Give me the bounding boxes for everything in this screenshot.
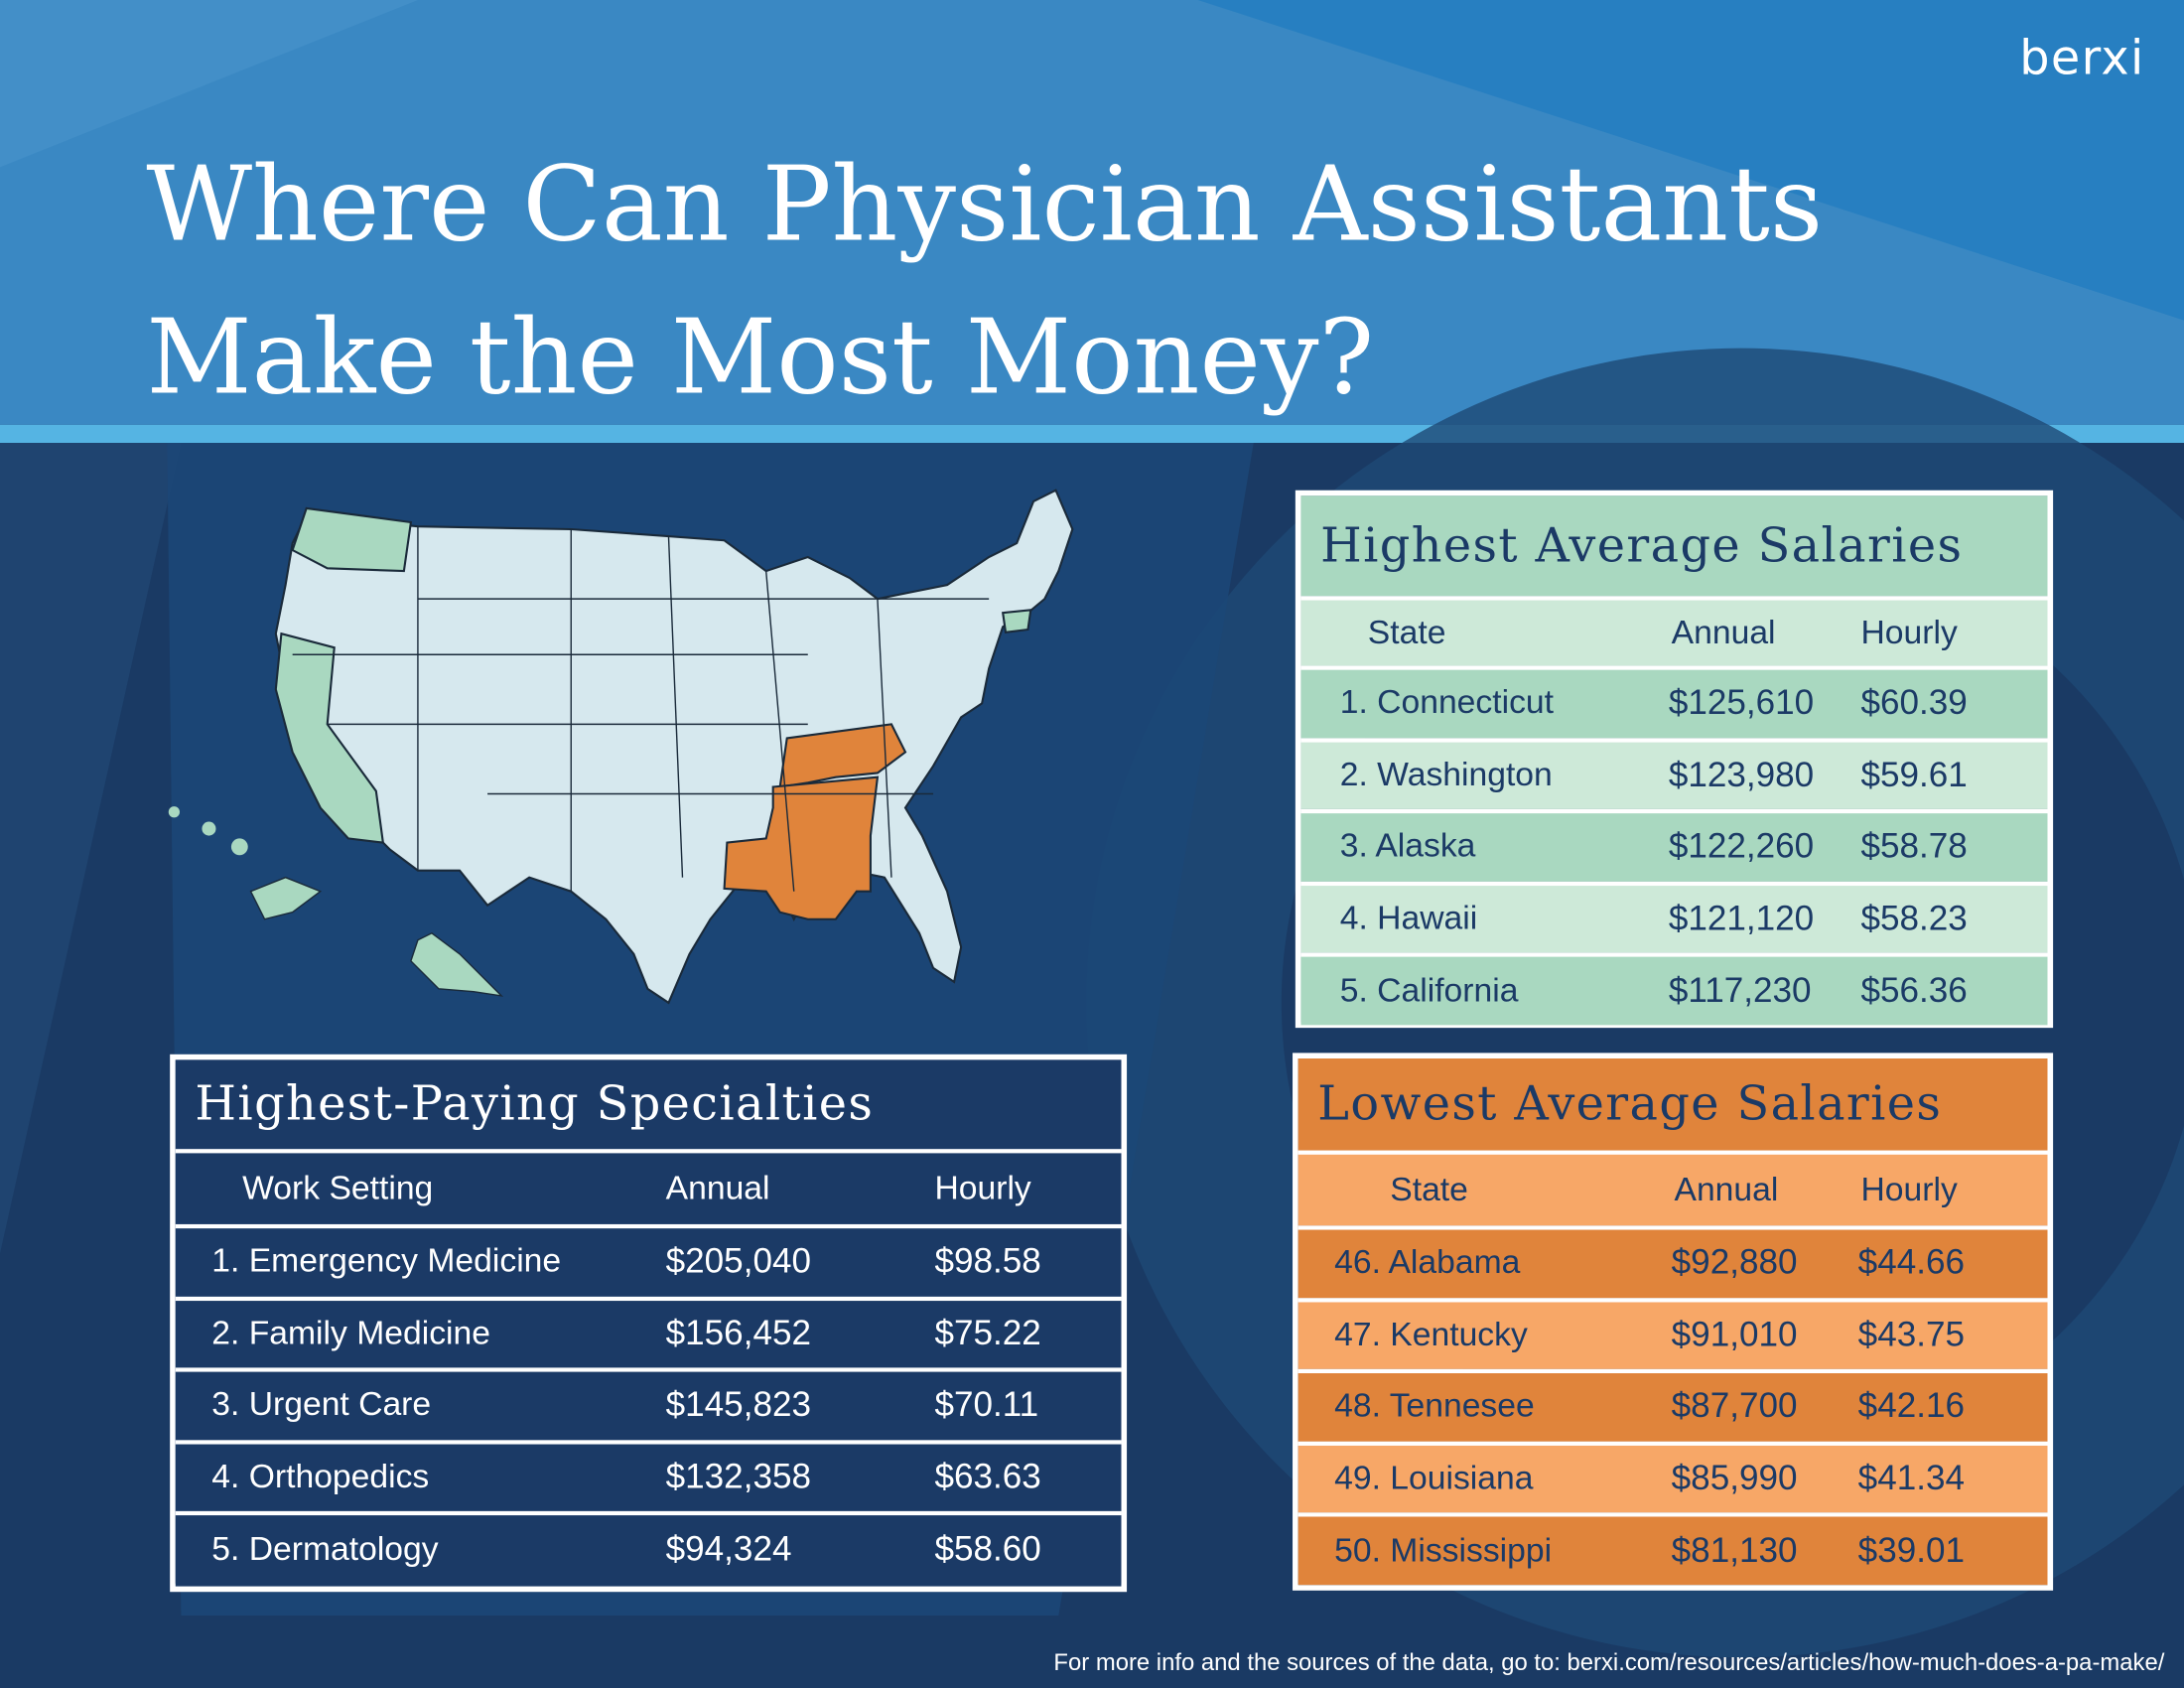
table-cell: $41.34: [1857, 1459, 1965, 1498]
table-cell: 2. Family Medicine: [211, 1314, 490, 1352]
table-cell: $121,120: [1668, 899, 1815, 938]
table-row: 5. California $117,230 $56.36: [1300, 952, 2048, 1026]
table-cell: $91,010: [1671, 1315, 1798, 1354]
table-cell: $123,980: [1668, 755, 1815, 795]
table-cell: $63.63: [934, 1457, 1041, 1497]
highest-salaries-table: Highest Average Salaries State Annual Hourl…: [1295, 490, 2054, 1029]
table-cell: 1. Emergency Medicine: [211, 1242, 562, 1281]
table-title: Highest-Paying Specialties: [175, 1059, 1122, 1150]
column-header: Hourly: [934, 1169, 1031, 1207]
column-header: State: [1390, 1170, 1468, 1208]
table-cell: $145,823: [665, 1385, 811, 1425]
table-cell: $94,324: [665, 1529, 792, 1569]
table-cell: 3. Urgent Care: [211, 1386, 432, 1425]
table-cell: $42.16: [1857, 1387, 1965, 1427]
table-cell: 47. Kentucky: [1334, 1316, 1528, 1354]
table-cell: $205,040: [665, 1241, 811, 1282]
page-title: Where Can Physician Assistants Make the …: [146, 144, 1824, 418]
table-cell: $87,700: [1671, 1387, 1798, 1427]
table-cell: $43.75: [1857, 1315, 1965, 1354]
column-header: Annual: [1671, 613, 1776, 651]
table-cell: 4. Hawaii: [1339, 900, 1478, 938]
table-row: 5. Dermatology $94,324 $58.60: [175, 1511, 1122, 1584]
table-cell: 50. Mississippi: [1334, 1531, 1553, 1570]
table-row: 3. Alaska $122,260 $58.78: [1300, 809, 2048, 882]
us-map: [168, 489, 1074, 1005]
table-cell: $58.23: [1860, 899, 1968, 938]
table-row: 1. Emergency Medicine $205,040 $98.58: [175, 1223, 1122, 1297]
table-cell: $39.01: [1857, 1530, 1965, 1571]
brand-logo: berxi: [2019, 30, 2145, 86]
table-cell: $75.22: [934, 1314, 1041, 1353]
header-row: State Annual Hourly: [1300, 596, 2048, 666]
table-cell: 2. Washington: [1339, 756, 1553, 794]
table-row: 3. Urgent Care $145,823 $70.11: [175, 1367, 1122, 1441]
table-cell: $70.11: [934, 1385, 1039, 1425]
table-row: 4. Orthopedics $132,358 $63.63: [175, 1440, 1122, 1512]
table-row: 4. Hawaii $121,120 $58.23: [1300, 881, 2048, 953]
table-cell: $117,230: [1668, 970, 1812, 1011]
table-row: 48. Tennesee $87,700 $42.16: [1297, 1369, 2048, 1442]
table-cell: $85,990: [1671, 1459, 1798, 1498]
table-row: 46. Alabama $92,880 $44.66: [1297, 1225, 2048, 1298]
table-cell: $44.66: [1857, 1243, 1965, 1283]
column-header: Work Setting: [242, 1169, 434, 1207]
table-cell: 49. Louisiana: [1334, 1460, 1534, 1497]
table-row: 2. Washington $123,980 $59.61: [1300, 737, 2048, 810]
table-title: Lowest Average Salaries: [1297, 1058, 2048, 1151]
table-cell: $81,130: [1671, 1530, 1798, 1571]
source-note: For more info and the sources of the dat…: [1053, 1648, 2165, 1676]
header-row: Work Setting Annual Hourly: [175, 1149, 1122, 1224]
table-cell: $92,880: [1671, 1243, 1798, 1283]
table-cell: $122,260: [1668, 827, 1815, 867]
specialties-table: Highest-Paying Specialties Work Setting An…: [170, 1054, 1128, 1593]
table-cell: $58.78: [1860, 827, 1968, 867]
table-cell: 46. Alabama: [1334, 1243, 1521, 1282]
lowest-salaries-table: Lowest Average Salaries State Annual Hourly…: [1293, 1053, 2054, 1591]
table-cell: $58.60: [934, 1529, 1041, 1569]
table-row: 49. Louisiana $85,990 $41.34: [1297, 1441, 2048, 1513]
table-cell: $59.61: [1860, 755, 1968, 795]
column-header: Annual: [1674, 1170, 1779, 1208]
table-row: 2. Family Medicine $156,452 $75.22: [175, 1296, 1122, 1368]
table-cell: 5. Dermatology: [211, 1530, 439, 1568]
table-title: Highest Average Salaries: [1300, 495, 2048, 597]
table-cell: 48. Tennesee: [1334, 1387, 1535, 1426]
column-header: State: [1367, 613, 1446, 651]
table-row: 47. Kentucky $91,010 $43.75: [1297, 1297, 2048, 1370]
table-row: 1. Connecticut $125,610 $60.39: [1300, 665, 2048, 738]
table-cell: 3. Alaska: [1339, 827, 1476, 866]
table-cell: 4. Orthopedics: [211, 1458, 430, 1496]
table-cell: $125,610: [1668, 683, 1815, 723]
column-header: Hourly: [1860, 613, 1958, 651]
column-header: Hourly: [1860, 1170, 1958, 1208]
table-cell: $56.36: [1860, 970, 1968, 1011]
table-cell: 1. Connecticut: [1339, 684, 1555, 722]
table-cell: $156,452: [665, 1314, 811, 1353]
table-row: 50. Mississippi $81,130 $39.01: [1297, 1512, 2048, 1586]
table-cell: 5. California: [1339, 971, 1519, 1010]
column-header: Annual: [665, 1169, 770, 1207]
table-cell: $60.39: [1860, 683, 1968, 723]
table-cell: $132,358: [665, 1457, 811, 1497]
header-row: State Annual Hourly: [1297, 1150, 2048, 1226]
table-cell: $98.58: [934, 1241, 1041, 1282]
